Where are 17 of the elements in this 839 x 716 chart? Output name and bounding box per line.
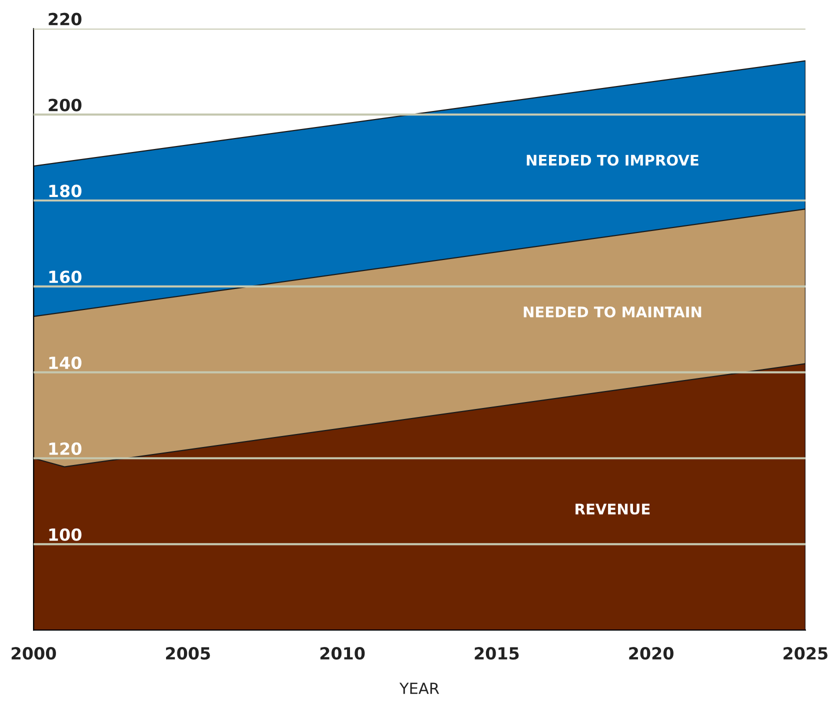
x-tick-label: 2010 [320, 647, 365, 660]
series-label: NEEDED TO IMPROVE [526, 154, 698, 166]
x-tick-label: 2020 [629, 647, 674, 660]
x-tick-label: 2025 [784, 647, 828, 660]
x-axis-title: YEAR [399, 682, 440, 694]
x-tick-label: 2015 [474, 647, 519, 660]
y-tick-label: 100 [49, 528, 82, 541]
y-tick-label: 120 [49, 442, 82, 456]
y-tick-label: 180 [49, 184, 82, 198]
series-label: NEEDED TO MAINTAIN [524, 306, 702, 318]
x-tick-label: 2000 [12, 647, 56, 660]
y-tick-label: 140 [49, 356, 82, 370]
y-tick-label: 220 [48, 12, 82, 26]
x-tick-label: 2005 [166, 647, 210, 660]
series-label: REVENUE [576, 504, 650, 515]
y-tick-label: 160 [49, 270, 82, 284]
y-tick-label: 200 [48, 98, 82, 112]
